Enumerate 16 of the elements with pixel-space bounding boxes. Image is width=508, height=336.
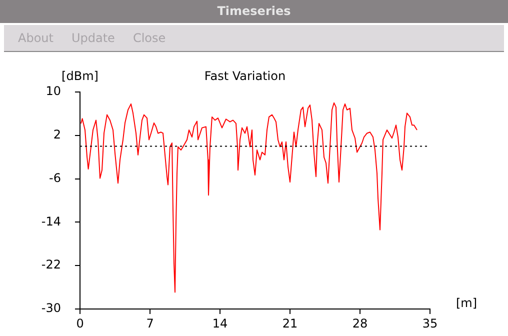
y-tick-label: -22	[41, 258, 61, 272]
x-axis-title: [m]	[456, 296, 478, 310]
y-tick-label: -30	[41, 301, 61, 316]
y-tick-label: 2	[53, 128, 61, 142]
chart-title: Fast Variation	[204, 69, 286, 83]
y-tick-label: -6	[49, 170, 61, 185]
y-tick-label: 10	[46, 84, 61, 98]
y-axis-title: [dBm]	[62, 69, 98, 83]
y-tick-label: -14	[41, 214, 61, 228]
x-tick-label: 0	[76, 316, 84, 330]
x-tick-label: 14	[212, 316, 228, 330]
text: Timeseries	[0, 0, 508, 23]
x-tick-label: 35	[422, 316, 438, 330]
x-tick-label: 7	[146, 316, 154, 330]
x-tick-label: 28	[352, 316, 368, 330]
x-tick-label: 21	[282, 316, 298, 330]
